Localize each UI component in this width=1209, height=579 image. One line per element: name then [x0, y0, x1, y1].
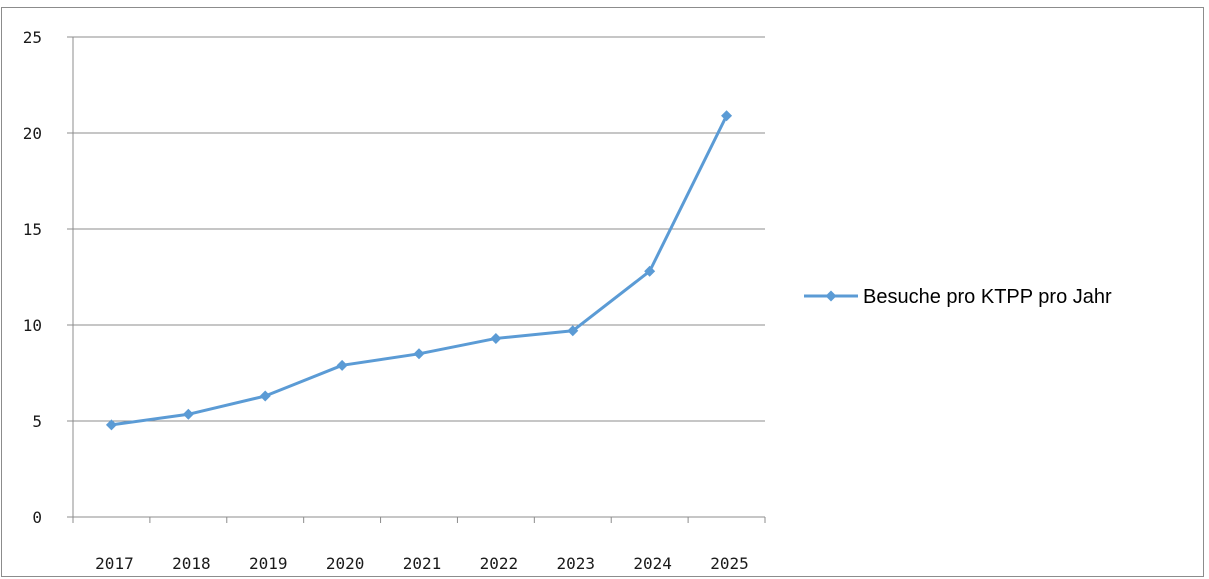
data-point-2023 [567, 325, 579, 337]
data-point-2017 [105, 419, 117, 431]
y-tick-label: 5 [32, 412, 42, 431]
gridlines [73, 36, 765, 422]
x-tick-label: 2017 [95, 554, 134, 573]
data-point-2019 [259, 390, 271, 402]
series-group [105, 110, 733, 431]
data-point-2020 [336, 359, 348, 371]
chart-frame [1, 7, 1204, 577]
x-tick-label: 2023 [557, 554, 596, 573]
data-point-2021 [413, 348, 425, 360]
y-tick-label: 15 [23, 220, 42, 239]
x-tick-label: 2022 [480, 554, 519, 573]
y-tick-label: 10 [23, 316, 42, 335]
legend: Besuche pro KTPP pro Jahr [804, 286, 1112, 308]
series-line [111, 115, 728, 427]
data-point-2018 [182, 408, 194, 420]
x-axis-ticks: 2017 2018 2019 2020 2021 2022 2023 2024 2025 [72, 517, 766, 573]
x-tick-label: 2024 [633, 554, 672, 573]
x-tick-label: 2020 [326, 554, 365, 573]
x-tick-label: 2025 [710, 554, 749, 573]
legend-marker [825, 290, 837, 302]
data-point-2022 [490, 332, 502, 344]
x-tick-label: 2018 [172, 554, 211, 573]
y-axis-ticks: 0 5 10 15 20 25 [23, 28, 73, 527]
legend-label: Besuche pro KTPP pro Jahr [863, 286, 1112, 308]
y-tick-label: 25 [23, 28, 42, 47]
y-tick-label: 20 [23, 124, 42, 143]
data-point-2024 [644, 265, 656, 277]
x-tick-label: 2019 [249, 554, 288, 573]
data-point-2025 [721, 110, 733, 122]
y-tick-label: 0 [32, 508, 42, 527]
x-tick-label: 2021 [403, 554, 442, 573]
axes [72, 37, 765, 518]
